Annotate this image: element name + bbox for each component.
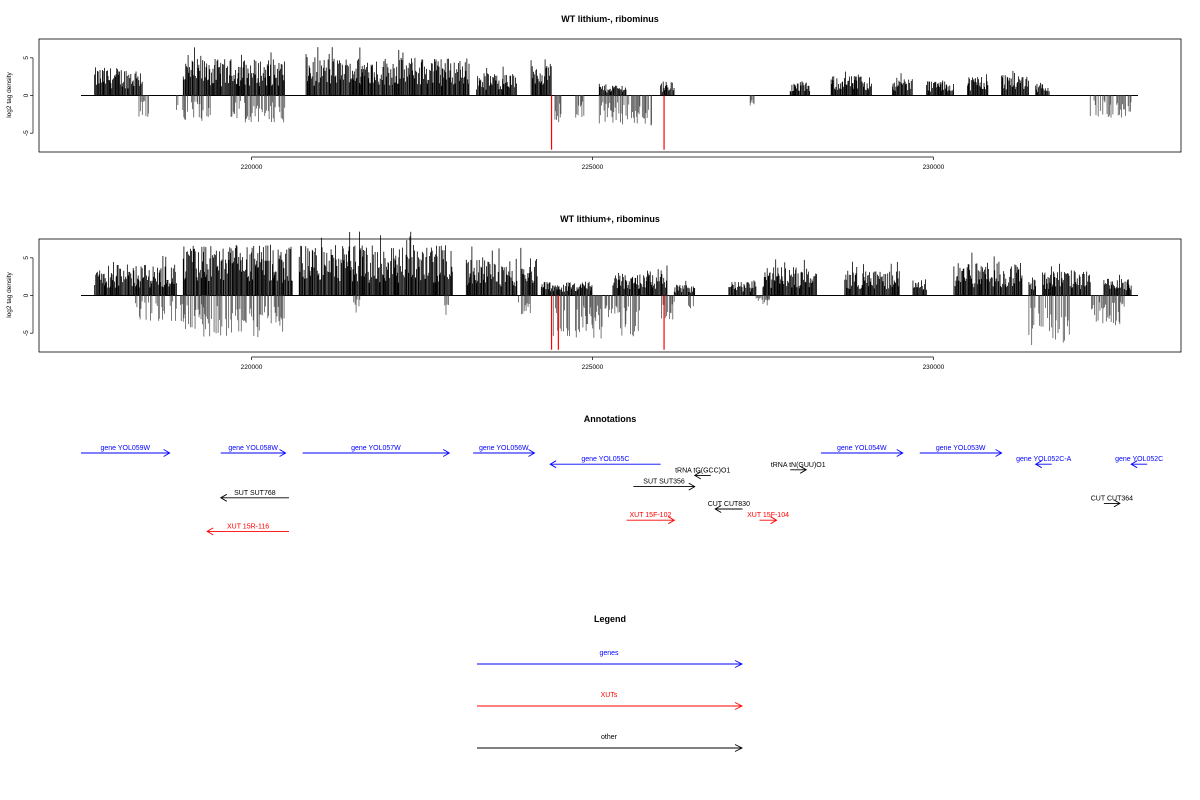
annotation-arrow-head — [896, 449, 904, 457]
legend-arrow-head — [734, 702, 744, 710]
annotation-feature: SUT SUT768 — [219, 490, 289, 502]
annotation-label: CUT CUT830 — [708, 501, 750, 508]
annotation-feature: XUT 15R-116 — [206, 523, 289, 536]
annotation-arrow-head — [668, 516, 676, 525]
legend-label: genes — [599, 650, 619, 657]
annotation-feature: CUT CUT830 — [708, 501, 750, 513]
annotation-feature: XUT 15F-102 — [626, 512, 676, 525]
annotation-label: XUT 15F-104 — [747, 512, 789, 519]
annotations-panel: Annotations gene YOL059W gene YOL058W gene… — [81, 414, 1163, 536]
bars-group — [81, 47, 1138, 150]
x-tick-label: 220000 — [241, 164, 263, 171]
annotation-label: SUT SUT356 — [643, 479, 685, 486]
annotation-arrow-head — [163, 449, 171, 457]
annotation-feature: XUT 15F-104 — [747, 512, 789, 525]
annotation-label: XUT 15R-116 — [227, 523, 269, 530]
annotation-feature: gene YOL054W — [820, 445, 904, 457]
legend-label: XUTs — [601, 692, 618, 699]
annotation-label: gene YOL059W — [100, 445, 150, 452]
annotation-feature: gene YOL055C — [549, 456, 661, 469]
annotation-label: tRNA tG(GCC)O1 — [675, 467, 730, 474]
annotation-arrow-head — [995, 449, 1003, 457]
annotation-arrow-head — [443, 449, 451, 457]
annotation-label: gene YOL053W — [936, 445, 986, 452]
annotation-arrow-head — [279, 449, 287, 457]
annotation-arrow-head — [688, 482, 696, 491]
x-axis: 220000 225000 230000 — [241, 156, 945, 171]
annotation-arrow-head — [549, 460, 557, 469]
annotation-arrow-head — [714, 505, 722, 513]
annotation-arrow-head — [1130, 460, 1138, 469]
y-tick-label: 0 — [23, 293, 30, 297]
annotation-feature: gene YOL057W — [302, 445, 451, 457]
annotation-label: gene YOL052C-A — [1016, 456, 1071, 463]
annotation-feature: tRNA tG(GCC)O1 — [675, 467, 730, 480]
x-tick-label: 220000 — [241, 364, 263, 371]
y-tick-label: -5 — [23, 130, 30, 136]
y-axis-label: log2 tag density — [6, 271, 13, 317]
y-tick-label: 5 — [23, 56, 30, 60]
legend-items: genes XUTs other — [477, 650, 744, 752]
annotation-feature: SUT SUT356 — [633, 479, 696, 491]
legend-arrow-head — [734, 744, 744, 752]
annotations-title: Annotations — [584, 414, 637, 424]
annotation-arrow-head — [1113, 499, 1121, 508]
annotation-label: gene YOL054W — [837, 445, 887, 452]
legend-title: Legend — [594, 614, 626, 624]
annotation-label: SUT SUT768 — [234, 490, 276, 497]
annotation-feature: gene YOL059W — [81, 445, 171, 457]
annotation-arrow-head — [528, 449, 536, 457]
plot-frame — [38, 38, 1182, 153]
annotation-arrow-head — [770, 516, 778, 525]
track-panel-lithium-minus: WT lithium-, ribominus -5 0 5 220000 225000… — [6, 14, 1182, 171]
annotation-arrow-head — [693, 471, 701, 480]
y-axis: -5 0 5 — [23, 256, 34, 336]
y-tick-label: 0 — [23, 93, 30, 97]
y-tick-label: -5 — [23, 330, 30, 336]
plot-frame — [38, 238, 1182, 353]
annotation-feature: gene YOL052C — [1115, 456, 1163, 469]
x-tick-label: 225000 — [582, 164, 604, 171]
track-title: WT lithium+, ribominus — [560, 214, 660, 224]
track-title: WT lithium-, ribominus — [561, 14, 659, 24]
legend-arrow-head — [734, 660, 744, 668]
annotation-feature: gene YOL056W — [473, 445, 536, 457]
annotation-feature: tRNA tN(GUU)O1 — [771, 462, 826, 474]
x-tick-label: 230000 — [923, 164, 945, 171]
annotation-label: gene YOL052C — [1115, 456, 1163, 463]
y-axis: -5 0 5 — [23, 56, 34, 136]
annotation-label: gene YOL057W — [351, 445, 401, 452]
annotation-feature: CUT CUT364 — [1091, 495, 1133, 508]
y-tick-label: 5 — [23, 256, 30, 260]
bars-group — [81, 231, 1138, 350]
track-panel-lithium-plus: WT lithium+, ribominus -5 0 5 220000 225000… — [6, 214, 1182, 371]
annotation-arrow-head — [219, 493, 228, 502]
annotation-items: gene YOL059W gene YOL058W gene YOL057W gene… — [81, 445, 1163, 536]
x-tick-label: 230000 — [923, 364, 945, 371]
annotation-label: gene YOL056W — [479, 445, 529, 452]
annotation-arrow-head — [1034, 460, 1042, 469]
legend-item: other — [477, 734, 744, 752]
legend-item: genes — [477, 650, 744, 668]
annotation-label: tRNA tN(GUU)O1 — [771, 462, 826, 469]
annotation-label: XUT 15F-102 — [629, 512, 671, 519]
annotation-feature: gene YOL052C-A — [1016, 456, 1072, 469]
annotation-label: gene YOL055C — [581, 456, 629, 463]
annotation-arrow-head — [206, 527, 214, 536]
x-axis: 220000 225000 230000 — [241, 356, 945, 371]
legend-label: other — [601, 734, 618, 741]
legend: Legend genes XUTs other — [477, 614, 744, 752]
annotation-arrow-head — [799, 465, 808, 474]
annotation-feature: gene YOL053W — [919, 445, 1003, 457]
annotation-label: CUT CUT364 — [1091, 495, 1133, 502]
annotation-label: gene YOL058W — [228, 445, 278, 452]
x-tick-label: 225000 — [582, 364, 604, 371]
legend-item: XUTs — [477, 692, 744, 710]
y-axis-label: log2 tag density — [6, 71, 13, 117]
annotation-feature: gene YOL058W — [220, 445, 287, 457]
